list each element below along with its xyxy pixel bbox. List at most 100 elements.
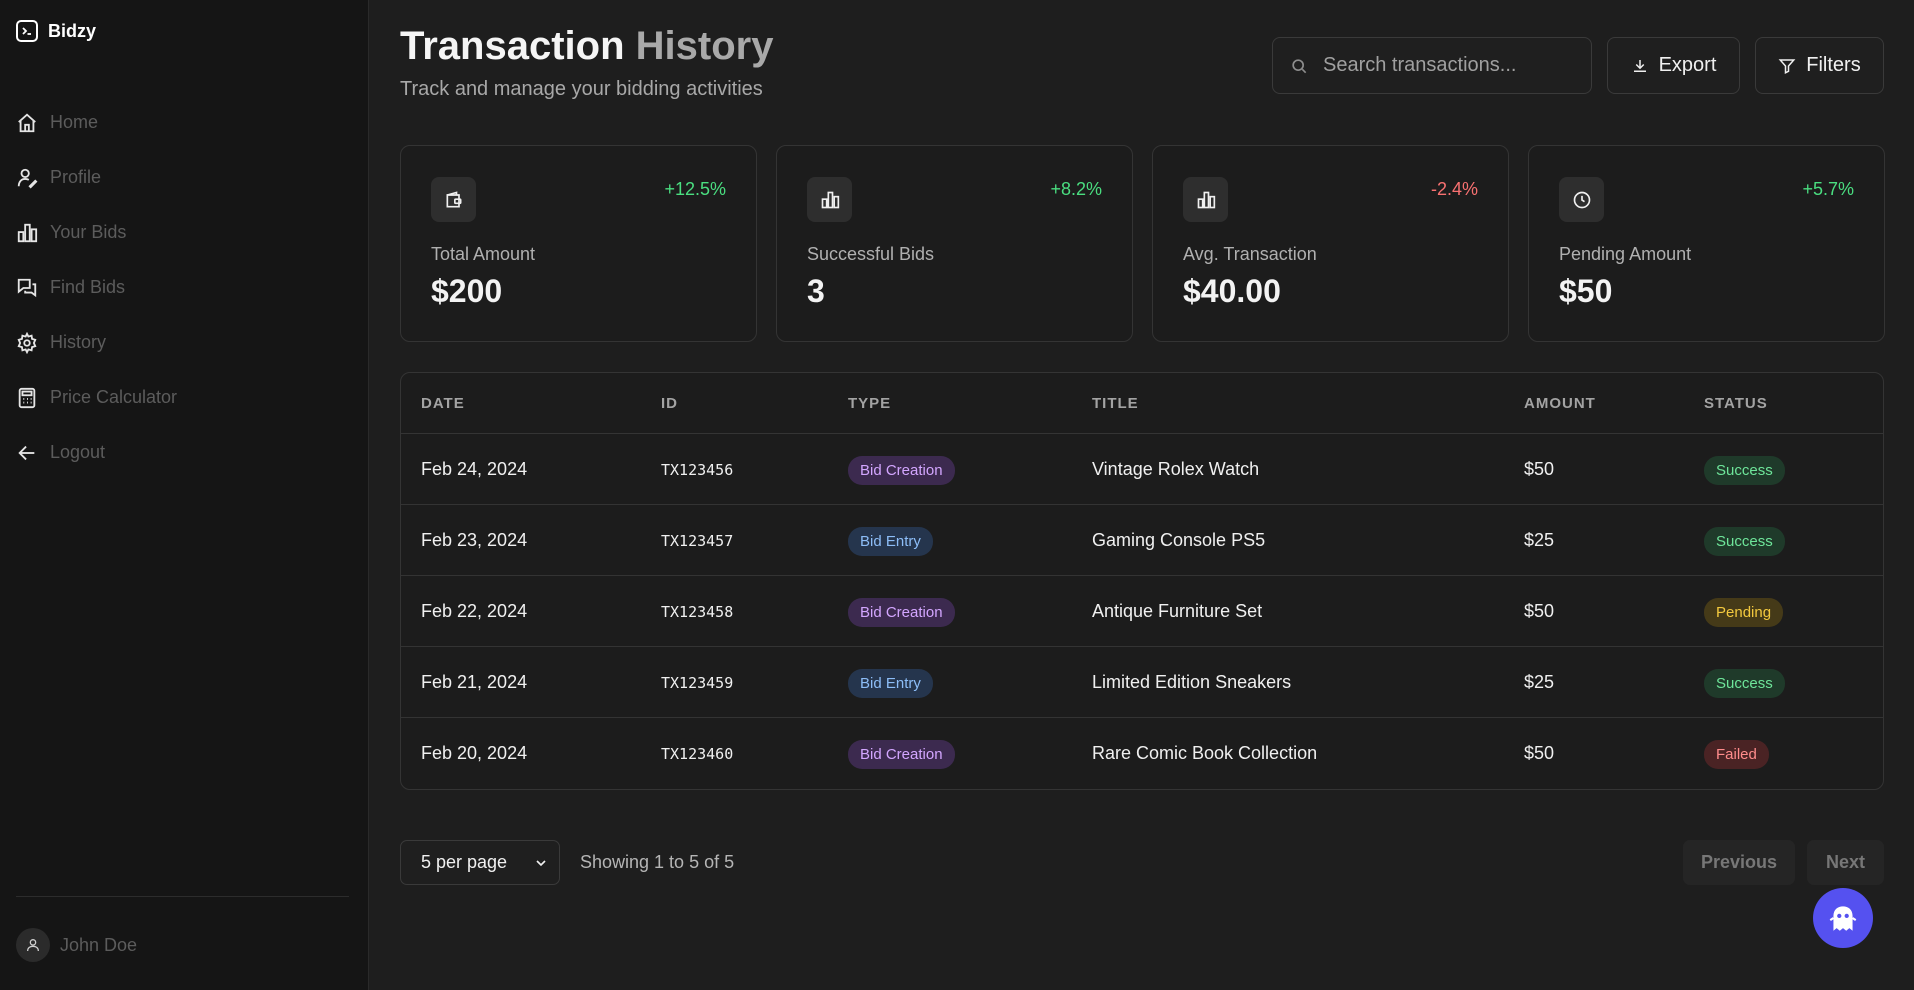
cell-date: Feb 22, 2024	[421, 601, 528, 621]
stat-value: 3	[807, 273, 825, 309]
type-badge: Bid Creation	[848, 456, 955, 485]
stat-card-avg-transaction: -2.4% Avg. Transaction $40.00	[1152, 145, 1509, 342]
status-badge: Pending	[1704, 598, 1784, 627]
search-icon	[1292, 58, 1307, 73]
cell-date: Feb 24, 2024	[421, 459, 528, 479]
sidebar-item-home[interactable]: Home	[16, 95, 177, 150]
sidebar-item-label: Find Bids	[50, 277, 126, 297]
cell-title: Gaming Console PS5	[1092, 530, 1266, 550]
chevron-down-icon	[536, 860, 546, 867]
column-header-date[interactable]: DATE	[421, 395, 465, 412]
column-header-type[interactable]: TYPE	[848, 395, 892, 412]
terminal-icon	[16, 20, 38, 42]
download-icon	[1633, 59, 1646, 72]
cell-amount: $25	[1524, 530, 1555, 550]
stat-label: Avg. Transaction	[1183, 244, 1317, 264]
cell-title: Limited Edition Sneakers	[1092, 672, 1292, 692]
home-icon	[16, 112, 38, 134]
page-title-part2: History	[635, 24, 774, 68]
export-label: Export	[1658, 54, 1717, 76]
type-badge: Bid Creation	[848, 740, 955, 769]
search-input[interactable]	[1323, 54, 1573, 77]
stat-change: +8.2%	[1050, 179, 1102, 199]
next-page-button[interactable]: Next	[1807, 840, 1884, 885]
sidebar-nav: Home Profile Your Bids Find Bids History	[16, 95, 177, 480]
table-row[interactable]: Feb 21, 2024 TX123459 Bid Entry Limited …	[401, 647, 1883, 718]
status-badge: Success	[1704, 456, 1785, 485]
cell-title: Vintage Rolex Watch	[1092, 459, 1260, 479]
bar-chart-icon	[1183, 177, 1228, 222]
chat-assistant-button[interactable]	[1813, 888, 1873, 948]
page-title-part1: Transaction	[400, 24, 625, 68]
stat-change: -2.4%	[1430, 179, 1478, 199]
gear-icon	[16, 331, 38, 354]
stat-change: +5.7%	[1802, 179, 1854, 199]
table-row[interactable]: Feb 22, 2024 TX123458 Bid Creation Antiq…	[401, 576, 1883, 647]
cell-date: Feb 21, 2024	[421, 672, 528, 692]
column-header-amount[interactable]: AMOUNT	[1524, 395, 1596, 412]
stat-card-total-amount: +12.5% Total Amount $200	[400, 145, 757, 342]
type-badge: Bid Entry	[848, 527, 933, 556]
stat-value: $40.00	[1183, 273, 1281, 309]
stat-value: $50	[1559, 273, 1613, 309]
export-button[interactable]: Export	[1607, 37, 1740, 94]
per-page-select[interactable]: 5 per page	[400, 840, 560, 885]
previous-page-button[interactable]: Previous	[1683, 840, 1795, 885]
type-badge: Bid Creation	[848, 598, 955, 627]
search-box[interactable]	[1272, 37, 1592, 94]
cell-id: TX123458	[661, 603, 734, 621]
stat-label: Pending Amount	[1559, 244, 1692, 264]
cell-title: Rare Comic Book Collection	[1092, 743, 1318, 763]
sidebar-item-label: History	[50, 332, 107, 352]
table-row[interactable]: Feb 24, 2024 TX123456 Bid Creation Vinta…	[401, 434, 1883, 505]
stat-label: Successful Bids	[807, 244, 935, 264]
cell-amount: $50	[1524, 459, 1555, 479]
stat-card-pending-amount: +5.7% Pending Amount $50	[1528, 145, 1885, 342]
cell-id: TX123456	[661, 461, 734, 479]
sidebar-divider	[16, 896, 349, 897]
user-icon	[27, 939, 39, 952]
user-profile[interactable]: John Doe	[16, 928, 137, 962]
table-row[interactable]: Feb 20, 2024 TX123460 Bid Creation Rare …	[401, 718, 1883, 789]
wallet-icon	[431, 177, 476, 222]
sidebar-item-history[interactable]: History	[16, 315, 177, 370]
cell-title: Antique Furniture Set	[1092, 601, 1263, 621]
table-row[interactable]: Feb 23, 2024 TX123457 Bid Entry Gaming C…	[401, 505, 1883, 576]
stat-label: Total Amount	[431, 244, 536, 264]
messages-icon	[16, 277, 38, 299]
cell-date: Feb 20, 2024	[421, 743, 528, 763]
clock-icon	[1559, 177, 1604, 222]
brand[interactable]: Bidzy	[16, 20, 96, 42]
page-subtitle: Track and manage your bidding activities	[400, 78, 763, 100]
sidebar-item-your-bids[interactable]: Your Bids	[16, 205, 177, 260]
cell-amount: $25	[1524, 672, 1555, 692]
transactions-table: DATE ID TYPE TITLE AMOUNT STATUS Feb 24,…	[400, 372, 1884, 790]
sidebar-item-label: Your Bids	[50, 222, 127, 242]
arrow-left-icon	[16, 442, 38, 464]
cell-id: TX123457	[661, 532, 734, 550]
sidebar-item-find-bids[interactable]: Find Bids	[16, 260, 177, 315]
stat-value: $200	[431, 273, 503, 309]
cell-amount: $50	[1524, 743, 1555, 763]
sidebar-item-price-calculator[interactable]: Price Calculator	[16, 370, 177, 425]
filters-button[interactable]: Filters	[1755, 37, 1884, 94]
cell-date: Feb 23, 2024	[421, 530, 528, 550]
column-header-id[interactable]: ID	[661, 395, 678, 412]
status-badge: Success	[1704, 669, 1785, 698]
per-page-value: 5 per page	[421, 852, 508, 872]
table-header: DATE ID TYPE TITLE AMOUNT STATUS	[401, 373, 1883, 434]
ghost-icon	[1829, 906, 1857, 931]
sidebar-item-label: Price Calculator	[50, 387, 178, 407]
filter-icon	[1778, 58, 1796, 74]
avatar	[16, 928, 50, 962]
bar-chart-icon	[807, 177, 852, 222]
sidebar-item-logout[interactable]: Logout	[16, 425, 177, 480]
sidebar-item-label: Profile	[50, 167, 102, 187]
cell-id: TX123459	[661, 674, 734, 692]
column-header-status[interactable]: STATUS	[1704, 395, 1768, 412]
pagination-summary: Showing 1 to 5 of 5	[580, 852, 735, 872]
column-header-title[interactable]: TITLE	[1092, 395, 1139, 412]
sidebar-item-profile[interactable]: Profile	[16, 150, 177, 205]
type-badge: Bid Entry	[848, 669, 933, 698]
status-badge: Failed	[1704, 740, 1769, 769]
